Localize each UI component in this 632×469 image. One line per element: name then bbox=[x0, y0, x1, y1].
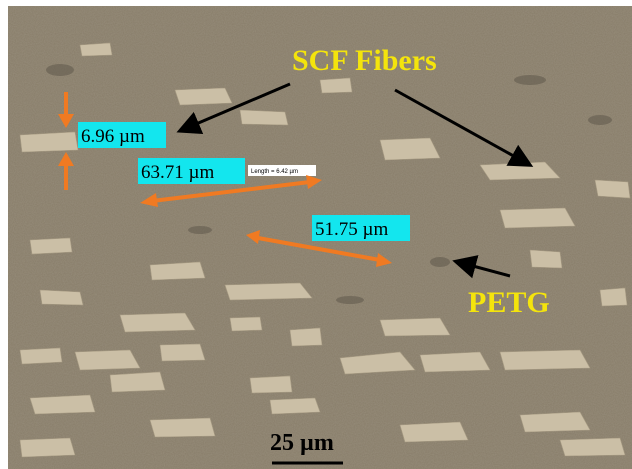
tool-label: Length = 6.42 µm bbox=[251, 169, 298, 175]
micrograph: SCF Fibers PETG 6.96 µm 63.71 µm Length … bbox=[0, 0, 632, 469]
measure-label: 6.96 µm bbox=[81, 126, 145, 147]
fibers-callout: SCF Fibers bbox=[292, 44, 437, 77]
measure-label: 63.71 µm bbox=[141, 162, 214, 183]
scale-bar-label: 25 µm bbox=[270, 430, 334, 456]
measure-label: 51.75 µm bbox=[315, 219, 388, 240]
matrix-callout: PETG bbox=[468, 286, 550, 319]
